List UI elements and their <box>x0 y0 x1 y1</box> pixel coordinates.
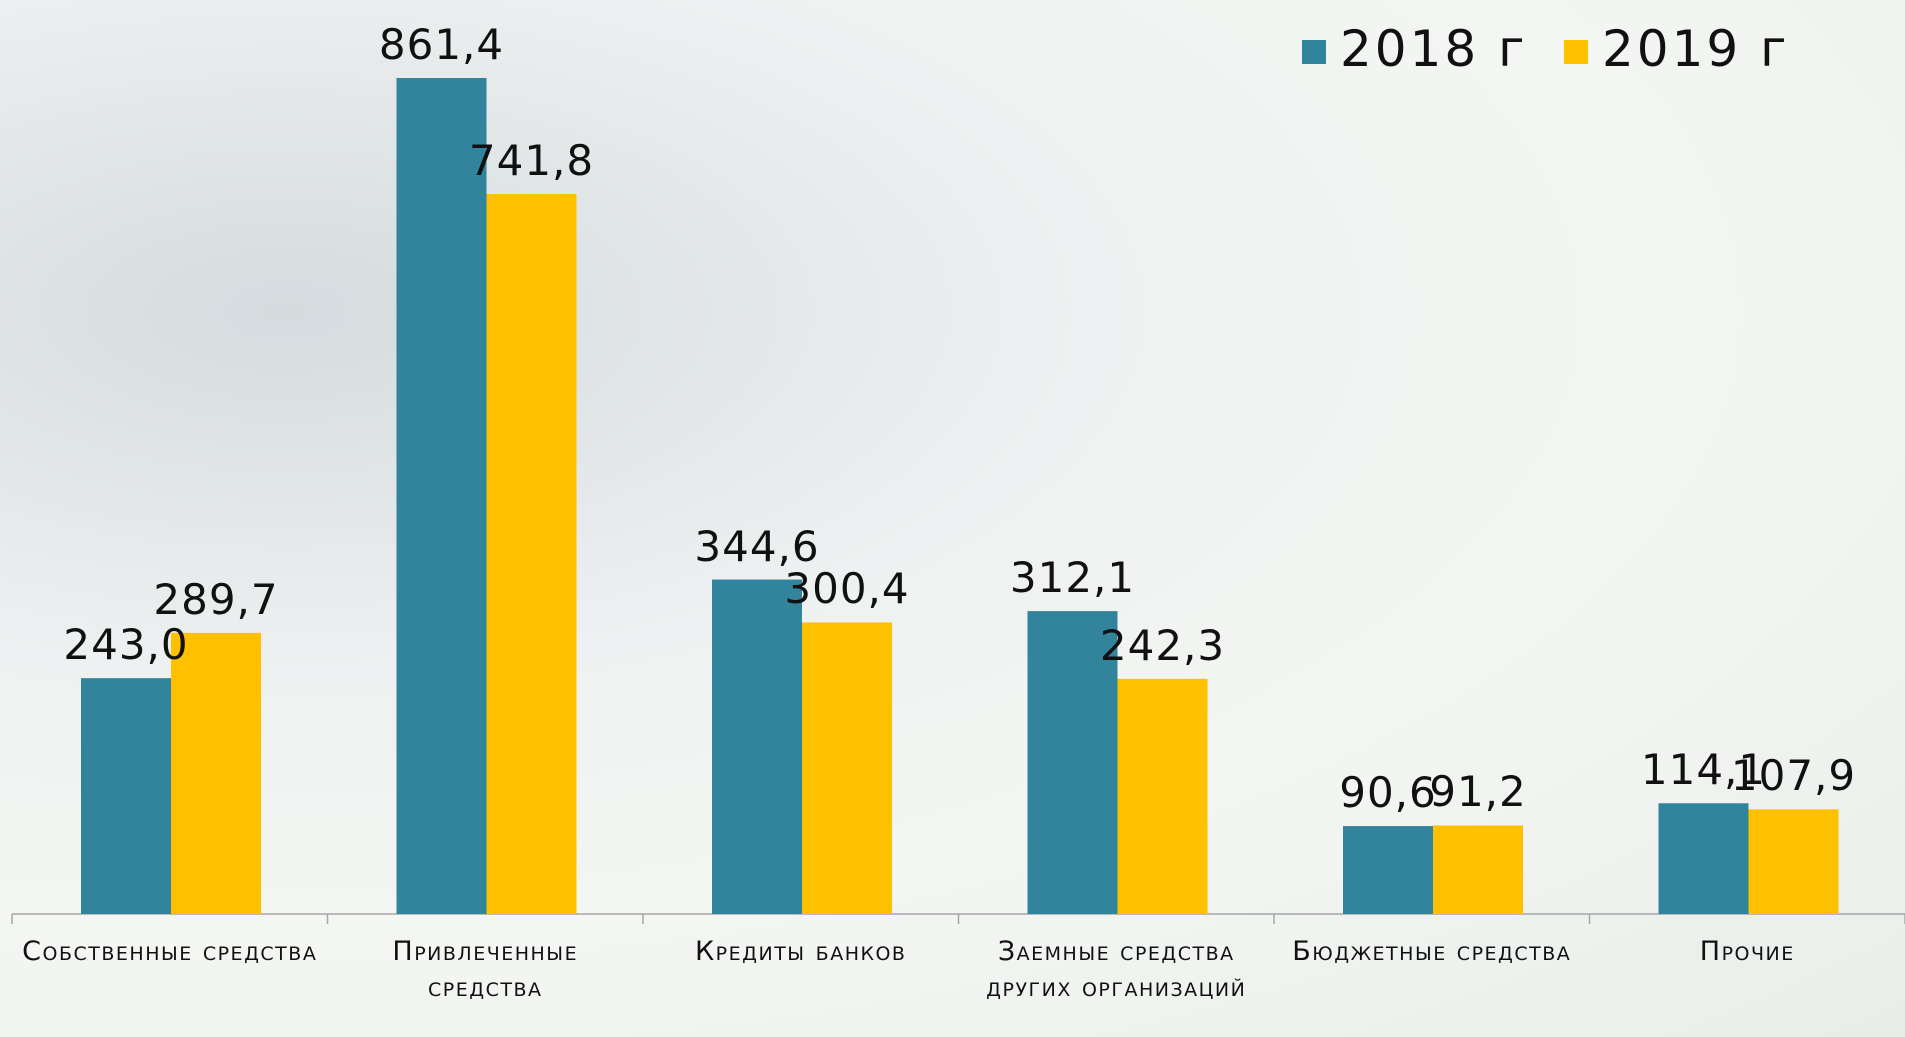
bar <box>1433 825 1523 914</box>
legend-label: 2018 г <box>1340 20 1528 78</box>
bar <box>1343 826 1433 914</box>
bar <box>171 632 261 914</box>
legend-swatch <box>1302 40 1326 64</box>
value-label: 91,2 <box>1429 767 1527 817</box>
value-label: 344,6 <box>694 521 820 571</box>
value-label: 300,4 <box>784 564 910 614</box>
bar <box>1027 611 1118 914</box>
bar <box>1748 809 1839 914</box>
bar <box>396 78 487 915</box>
value-label: 90,6 <box>1339 768 1437 818</box>
value-label: 861,4 <box>378 20 505 69</box>
legend-swatch <box>1564 40 1588 64</box>
value-label: 741,8 <box>468 136 595 186</box>
x-tick-label: Заемные средства других организаций <box>986 936 1247 1003</box>
value-label: 114,1 <box>1640 745 1767 795</box>
value-label: 107,9 <box>1730 751 1857 801</box>
bar <box>712 579 802 914</box>
bar <box>802 622 892 914</box>
x-tick-label: Собственные средства <box>22 936 318 967</box>
bar <box>1658 803 1749 914</box>
bar <box>1117 678 1208 914</box>
bar <box>486 194 577 914</box>
value-label: 242,3 <box>1099 620 1226 670</box>
value-label: 289,7 <box>153 574 279 624</box>
x-tick-label: Кредиты банков <box>695 936 907 967</box>
x-tick-label: Привлеченные средства <box>392 936 579 1003</box>
value-label: 312,1 <box>1009 553 1136 603</box>
legend-label: 2019 г <box>1602 20 1790 78</box>
x-tick-label: Бюджетные средства <box>1292 936 1572 967</box>
value-label: 243,0 <box>63 620 189 670</box>
bar <box>81 678 171 914</box>
x-tick-label: Прочие <box>1699 936 1795 967</box>
